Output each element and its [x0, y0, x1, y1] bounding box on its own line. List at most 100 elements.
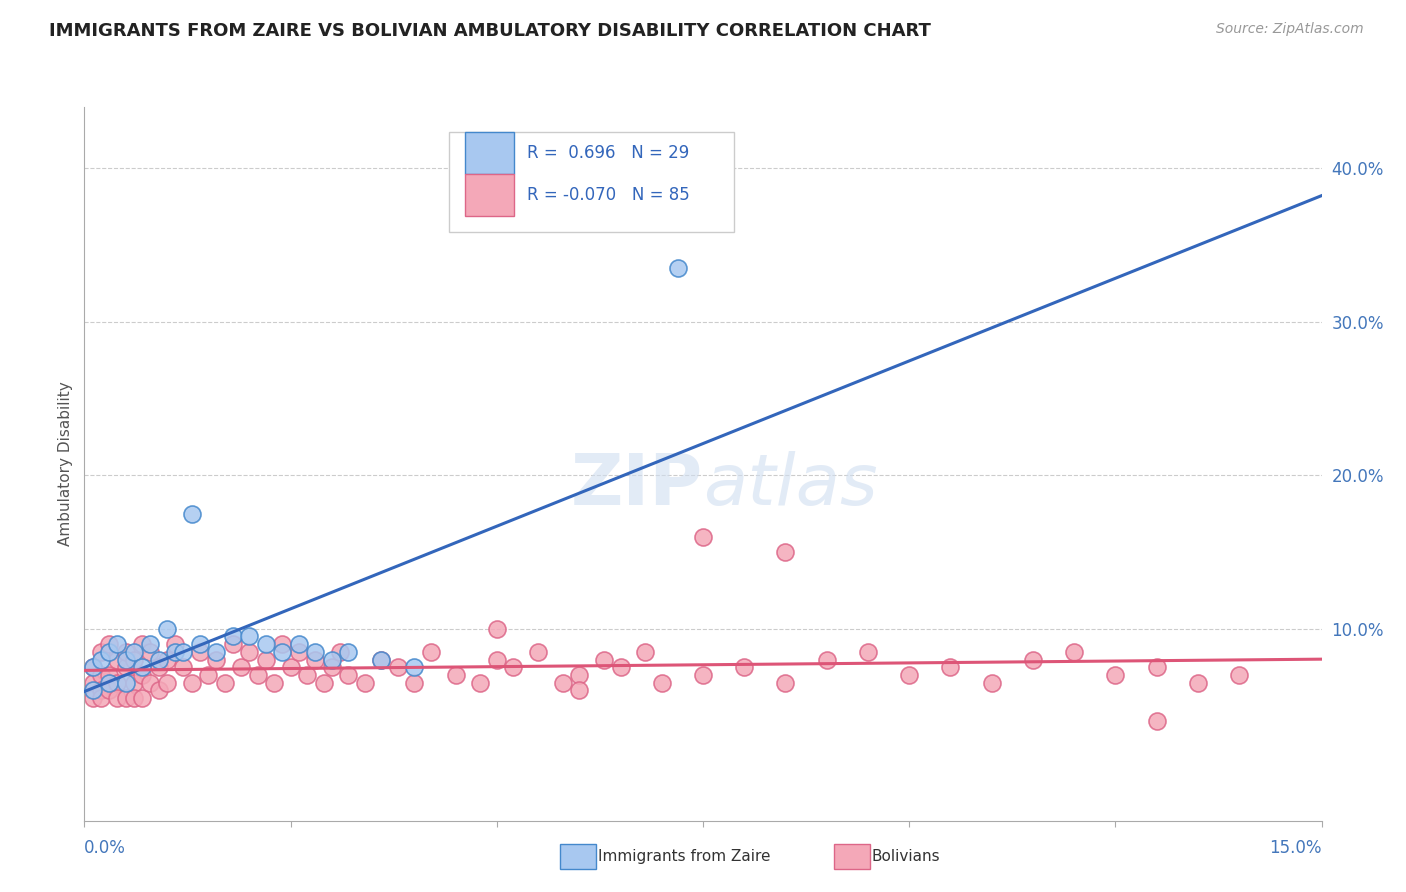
- Point: [114, 652, 136, 666]
- Point: [82, 683, 104, 698]
- Point: [238, 630, 260, 644]
- Text: Source: ZipAtlas.com: Source: ZipAtlas.com: [1216, 22, 1364, 37]
- Point: [82, 660, 104, 674]
- Point: [205, 645, 228, 659]
- Point: [321, 660, 343, 674]
- Text: atlas: atlas: [703, 450, 877, 520]
- Point: [692, 530, 714, 544]
- Point: [222, 637, 245, 651]
- Point: [980, 675, 1002, 690]
- Point: [122, 652, 145, 666]
- Point: [98, 637, 121, 651]
- Point: [470, 675, 492, 690]
- Point: [404, 660, 426, 674]
- Point: [148, 660, 170, 674]
- Point: [139, 675, 162, 690]
- Point: [263, 675, 285, 690]
- Point: [634, 645, 657, 659]
- Point: [229, 660, 252, 674]
- Point: [139, 645, 162, 659]
- Point: [551, 675, 574, 690]
- Point: [404, 675, 426, 690]
- Point: [105, 637, 128, 651]
- Point: [156, 675, 179, 690]
- Point: [82, 675, 104, 690]
- Point: [337, 645, 360, 659]
- Point: [502, 660, 524, 674]
- Point: [444, 668, 467, 682]
- Y-axis label: Ambulatory Disability: Ambulatory Disability: [58, 382, 73, 546]
- Point: [254, 652, 277, 666]
- Point: [98, 668, 121, 682]
- Point: [122, 675, 145, 690]
- Point: [370, 652, 392, 666]
- Point: [122, 690, 145, 705]
- Point: [139, 637, 162, 651]
- Point: [321, 652, 343, 666]
- Point: [114, 675, 136, 690]
- Point: [568, 668, 591, 682]
- Point: [114, 660, 136, 674]
- Point: [114, 690, 136, 705]
- Point: [148, 652, 170, 666]
- Point: [82, 660, 104, 674]
- Text: R =  0.696   N = 29: R = 0.696 N = 29: [527, 145, 689, 162]
- Point: [156, 622, 179, 636]
- Point: [271, 637, 294, 651]
- Point: [238, 645, 260, 659]
- Point: [105, 652, 128, 666]
- Text: Bolivians: Bolivians: [872, 849, 941, 863]
- Text: ZIP: ZIP: [571, 450, 703, 520]
- FancyBboxPatch shape: [465, 132, 513, 174]
- Point: [222, 630, 245, 644]
- Text: Immigrants from Zaire: Immigrants from Zaire: [598, 849, 770, 863]
- Point: [1104, 668, 1126, 682]
- FancyBboxPatch shape: [450, 132, 734, 232]
- Text: R = -0.070   N = 85: R = -0.070 N = 85: [527, 186, 690, 203]
- Point: [1187, 675, 1209, 690]
- Point: [197, 668, 219, 682]
- Point: [246, 668, 269, 682]
- Point: [1063, 645, 1085, 659]
- Text: 15.0%: 15.0%: [1270, 839, 1322, 857]
- Point: [98, 645, 121, 659]
- Point: [856, 645, 879, 659]
- Point: [156, 652, 179, 666]
- Point: [280, 660, 302, 674]
- Point: [90, 668, 112, 682]
- Point: [105, 675, 128, 690]
- Point: [1146, 714, 1168, 728]
- Point: [180, 507, 202, 521]
- Point: [172, 645, 194, 659]
- Point: [295, 668, 318, 682]
- Point: [131, 668, 153, 682]
- Point: [165, 637, 187, 651]
- Point: [148, 683, 170, 698]
- Point: [1227, 668, 1250, 682]
- Point: [312, 675, 335, 690]
- FancyBboxPatch shape: [465, 174, 513, 216]
- Point: [353, 675, 375, 690]
- Point: [370, 652, 392, 666]
- Point: [609, 660, 631, 674]
- Point: [188, 645, 211, 659]
- Point: [90, 683, 112, 698]
- Point: [568, 683, 591, 698]
- Point: [775, 675, 797, 690]
- Point: [90, 645, 112, 659]
- Point: [165, 645, 187, 659]
- Point: [82, 690, 104, 705]
- Point: [122, 645, 145, 659]
- Point: [214, 675, 236, 690]
- Point: [485, 622, 508, 636]
- Point: [329, 645, 352, 659]
- Point: [387, 660, 409, 674]
- Point: [172, 660, 194, 674]
- Point: [90, 690, 112, 705]
- Point: [131, 690, 153, 705]
- Point: [254, 637, 277, 651]
- Text: 0.0%: 0.0%: [84, 839, 127, 857]
- Point: [527, 645, 550, 659]
- Point: [114, 645, 136, 659]
- Point: [898, 668, 921, 682]
